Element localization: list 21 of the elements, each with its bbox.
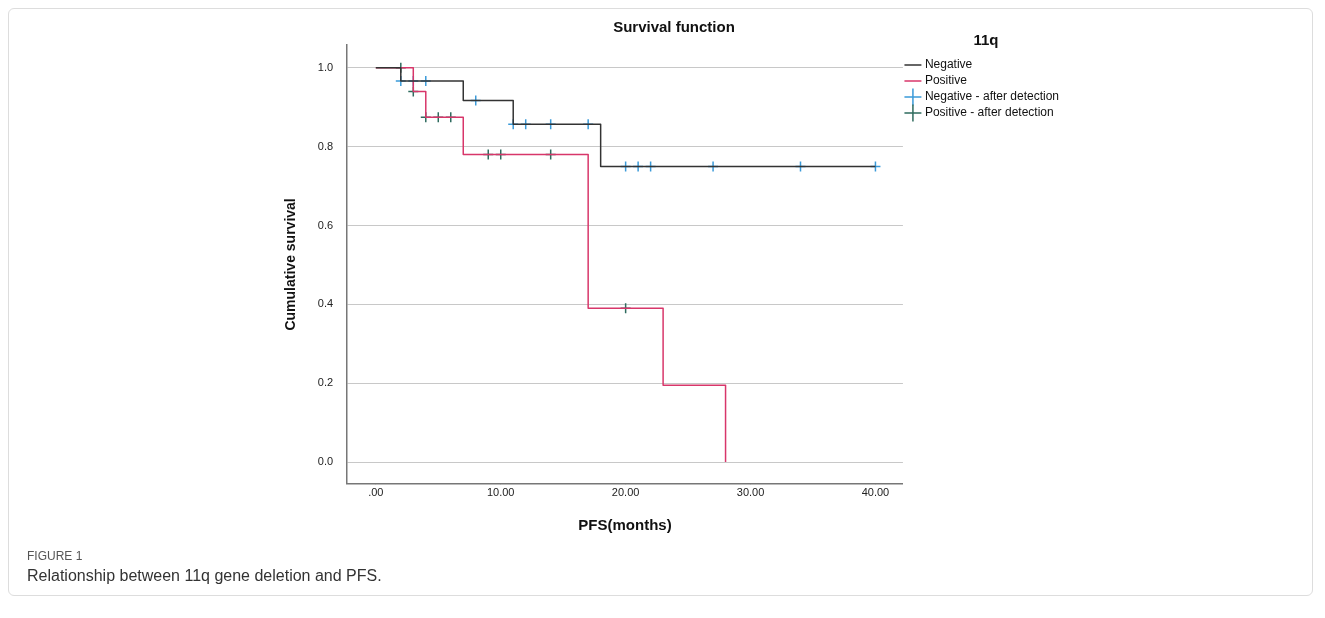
y-axis-title: Cumulative survival xyxy=(282,198,299,331)
x-tick-label: .00 xyxy=(368,486,384,499)
y-tick-label: 0.0 xyxy=(317,455,334,468)
y-tick-label: 0.4 xyxy=(317,297,334,310)
x-tick-label: 40.00 xyxy=(861,486,890,499)
chart-title: Survival function xyxy=(613,18,735,36)
y-tick-label: 0.6 xyxy=(317,218,334,231)
legend-label: Negative xyxy=(924,57,973,72)
x-axis-title: PFS(months) xyxy=(578,516,672,534)
text: Relationship between 11q gene deletion and PFS. xyxy=(27,567,383,585)
legend-label: Positive xyxy=(924,73,968,88)
legend-title: 11q xyxy=(973,30,999,48)
x-tick-label: 10.00 xyxy=(486,486,515,499)
x-tick-label: 30.00 xyxy=(736,486,765,499)
caption: FIGURE 1 xyxy=(27,549,84,563)
legend-label: Negative - after detection xyxy=(924,89,1059,104)
x-tick-label: 20.00 xyxy=(611,486,640,499)
y-tick-label: 0.2 xyxy=(317,376,334,389)
y-tick-label: 1.0 xyxy=(317,60,334,73)
y-tick-label: 0.8 xyxy=(317,139,334,152)
legend-label: Positive - after detection xyxy=(924,105,1054,120)
